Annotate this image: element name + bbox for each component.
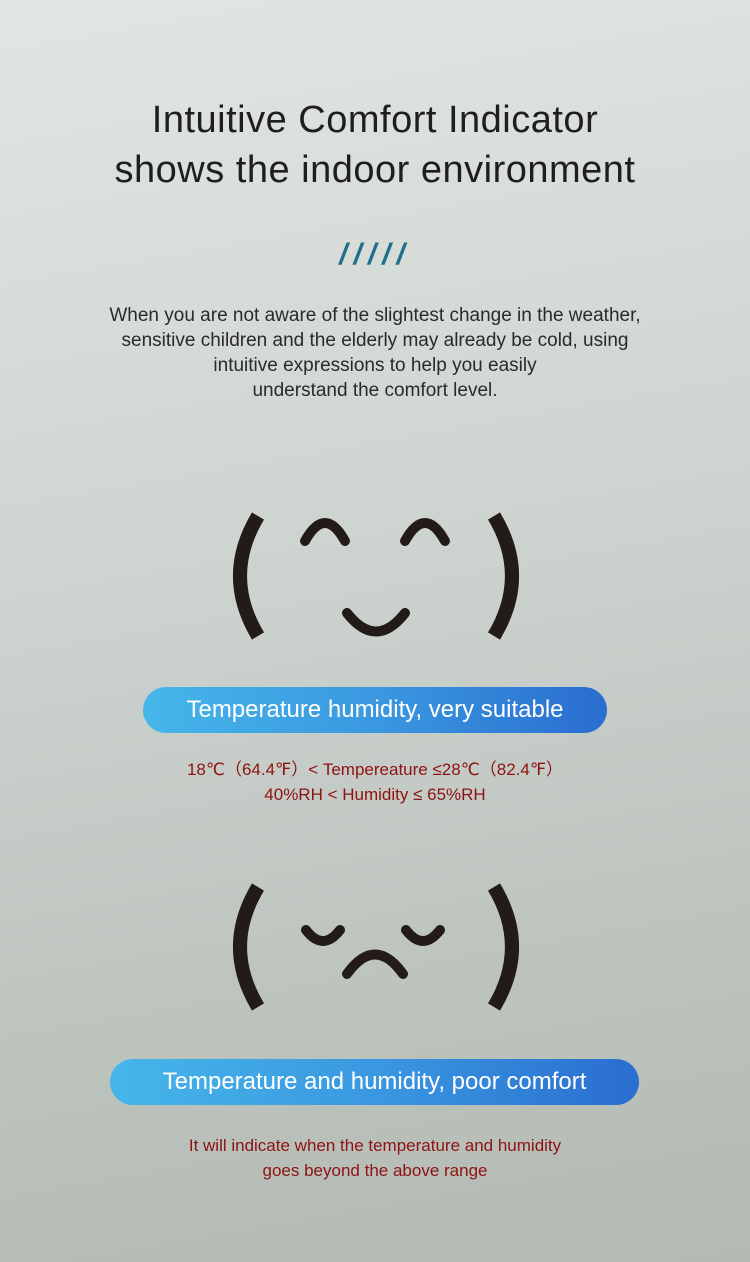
description-line: When you are not aware of the slightest … (109, 305, 641, 326)
title-line-1: Intuitive Comfort Indicator (151, 99, 599, 141)
poor-description-line: It will indicate when the temperature an… (188, 1136, 562, 1155)
suitable-range: 18℃（64.4℉）< Tempereature ≤28℃（82.4℉） 40%… (0, 757, 750, 807)
humidity-range: 40%RH < Humidity ≤ 65%RH (264, 785, 486, 804)
title-line-2: shows the indoor environment (114, 149, 636, 191)
description-line: sensitive children and the elderly may a… (121, 330, 629, 351)
temperature-range: 18℃（64.4℉）< Tempereature ≤28℃（82.4℉） (186, 760, 564, 779)
description: When you are not aware of the slightest … (0, 303, 750, 403)
poor-description-line: goes beyond the above range (262, 1161, 488, 1180)
happy-face-icon (233, 512, 519, 640)
divider-slashes: ///// (339, 238, 411, 271)
status-pill-poor: Temperature and humidity, poor comfort (110, 1059, 639, 1105)
status-pill-suitable: Temperature humidity, very suitable (143, 687, 607, 733)
page-title: Intuitive Comfort Indicator shows the in… (0, 95, 750, 195)
description-line: understand the comfort level. (252, 380, 498, 401)
sad-face-icon (233, 883, 519, 1011)
description-line: intuitive expressions to help you easily (213, 355, 537, 376)
poor-description: It will indicate when the temperature an… (0, 1133, 750, 1183)
